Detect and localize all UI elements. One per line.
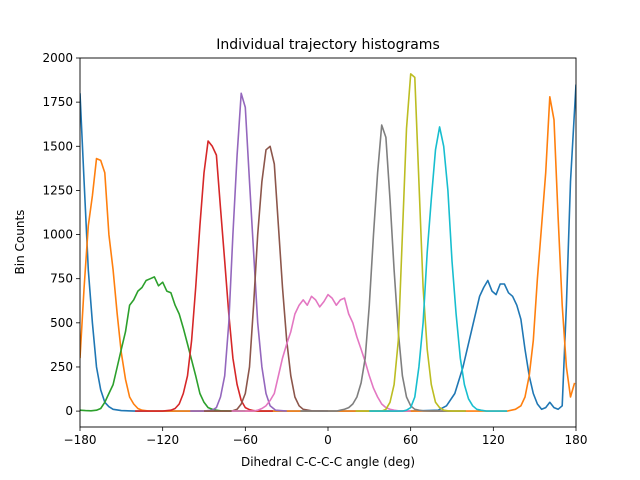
y-tick-label: 2000 [42, 51, 73, 65]
y-axis: 0 250 500 750 1000 1250 1500 1750 2000 [42, 51, 80, 418]
x-axis: −180 −120 −60 0 60 120 180 [64, 427, 588, 447]
series-line-3 [80, 276, 246, 412]
series-line-5 [190, 92, 287, 412]
chart-title: Individual trajectory histograms [216, 37, 439, 53]
y-tick-label: 750 [50, 272, 73, 286]
series-line-10 [369, 126, 508, 412]
y-tick-label: 250 [50, 360, 73, 374]
series-line-1 [80, 84, 576, 412]
x-tick-label: −180 [64, 433, 97, 447]
series-line-4 [135, 140, 273, 412]
y-tick-label: 1000 [42, 228, 73, 242]
series-line-6 [204, 145, 329, 412]
y-tick-label: 1500 [42, 139, 73, 153]
x-tick-label: 120 [482, 433, 505, 447]
series-line-9 [355, 73, 466, 412]
y-tick-label: 0 [65, 404, 73, 418]
x-tick-label: 60 [403, 433, 418, 447]
x-tick-label: −60 [233, 433, 258, 447]
series-line-8 [300, 124, 466, 412]
series-line-7 [231, 293, 411, 412]
y-tick-label: 500 [50, 316, 73, 330]
y-tick-label: 1250 [42, 183, 73, 197]
x-axis-label: Dihedral C-C-C-C angle (deg) [241, 455, 415, 469]
x-tick-label: 0 [324, 433, 332, 447]
x-tick-label: 180 [565, 433, 588, 447]
x-tick-label: −120 [146, 433, 179, 447]
series-layer [80, 73, 576, 412]
y-axis-label: Bin Counts [13, 210, 27, 275]
y-tick-label: 1750 [42, 95, 73, 109]
